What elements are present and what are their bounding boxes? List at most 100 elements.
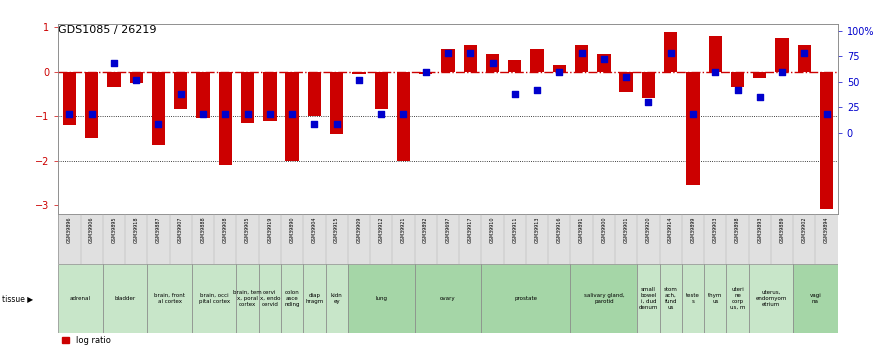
Text: vagi
na: vagi na [810, 293, 822, 304]
Bar [481, 264, 571, 333]
Text: tissue ▶: tissue ▶ [2, 294, 33, 303]
Point [574, 51, 589, 56]
Point [307, 122, 322, 127]
Bar [63, 72, 76, 125]
Bar [793, 264, 838, 333]
Point [619, 74, 633, 79]
Bar [775, 38, 788, 72]
Bar [237, 264, 259, 333]
Text: GSM39889: GSM39889 [780, 216, 785, 243]
Bar [375, 72, 388, 109]
Text: salivary gland,
parotid: salivary gland, parotid [583, 293, 625, 304]
Text: GSM39891: GSM39891 [579, 216, 584, 243]
Bar [196, 72, 210, 118]
Bar [58, 264, 103, 333]
Text: kidn
ey: kidn ey [331, 293, 342, 304]
Bar [553, 65, 566, 72]
Text: brain, occi
pital cortex: brain, occi pital cortex [199, 293, 229, 304]
Point [463, 51, 478, 56]
Bar [619, 72, 633, 92]
Bar [241, 72, 254, 123]
Point [84, 111, 99, 117]
Bar [352, 72, 366, 74]
Bar [797, 45, 811, 72]
Text: bladder: bladder [115, 296, 135, 301]
Bar [731, 72, 745, 87]
Point [129, 77, 143, 82]
Point [708, 69, 722, 75]
Bar [303, 264, 325, 333]
Bar [330, 72, 343, 134]
Text: GSM39894: GSM39894 [824, 216, 829, 243]
Point [486, 61, 500, 66]
Text: GSM39893: GSM39893 [757, 216, 762, 243]
Bar [219, 72, 232, 165]
Bar [85, 72, 99, 138]
Bar [151, 72, 165, 145]
Text: GSM39919: GSM39919 [267, 216, 272, 243]
Text: GSM39909: GSM39909 [357, 216, 361, 243]
Legend: log ratio, percentile rank within the sample: log ratio, percentile rank within the sa… [63, 336, 218, 345]
Text: GSM39921: GSM39921 [401, 216, 406, 243]
Text: GSM39901: GSM39901 [624, 216, 629, 243]
Bar [637, 264, 659, 333]
Text: uterus,
endomyom
etrium: uterus, endomyom etrium [755, 290, 787, 307]
Bar [281, 264, 303, 333]
Text: cervi
x, endo
cervid: cervi x, endo cervid [260, 290, 280, 307]
Text: GSM39906: GSM39906 [89, 216, 94, 243]
Bar [174, 72, 187, 109]
Text: GSM39913: GSM39913 [535, 216, 539, 243]
Point [352, 77, 366, 82]
Text: brain, front
al cortex: brain, front al cortex [154, 293, 185, 304]
Point [107, 61, 121, 66]
Point [263, 111, 277, 117]
Point [396, 111, 410, 117]
Bar [263, 72, 277, 120]
Text: prostate: prostate [514, 296, 538, 301]
Point [508, 91, 522, 97]
Text: GSM39895: GSM39895 [111, 216, 116, 243]
Point [218, 111, 232, 117]
Bar [754, 72, 766, 78]
Point [530, 87, 544, 93]
Bar [192, 264, 237, 333]
Point [418, 69, 433, 75]
Bar [259, 264, 281, 333]
Bar [659, 264, 682, 333]
Text: GSM39892: GSM39892 [423, 216, 428, 243]
Text: GSM39912: GSM39912 [379, 216, 383, 243]
Bar [727, 264, 749, 333]
Text: GSM39911: GSM39911 [513, 216, 517, 243]
Point [597, 57, 611, 62]
Bar [103, 264, 147, 333]
Point [797, 51, 812, 56]
Point [820, 111, 834, 117]
Text: GSM39904: GSM39904 [312, 216, 317, 243]
Point [552, 69, 566, 75]
Text: GDS1085 / 26219: GDS1085 / 26219 [58, 25, 157, 35]
Text: GSM39914: GSM39914 [668, 216, 673, 243]
Text: ovary: ovary [440, 296, 456, 301]
Point [775, 69, 789, 75]
Text: GSM39916: GSM39916 [556, 216, 562, 243]
Bar [325, 264, 348, 333]
Point [664, 51, 678, 56]
Text: GSM39898: GSM39898 [735, 216, 740, 243]
Point [285, 111, 299, 117]
Text: GSM39907: GSM39907 [178, 216, 184, 243]
Text: GSM39888: GSM39888 [201, 216, 205, 243]
Bar [682, 264, 704, 333]
Text: GSM39896: GSM39896 [67, 216, 72, 243]
Bar [709, 36, 722, 72]
Bar [642, 72, 655, 98]
Point [174, 91, 188, 97]
Text: GSM39915: GSM39915 [334, 216, 340, 243]
Bar [704, 264, 727, 333]
Bar [307, 72, 321, 116]
Text: GSM39887: GSM39887 [156, 216, 161, 243]
Text: adrenal: adrenal [70, 296, 91, 301]
Bar [130, 72, 142, 83]
Text: GSM39900: GSM39900 [601, 216, 607, 243]
Bar [463, 45, 477, 72]
Bar [508, 60, 521, 72]
